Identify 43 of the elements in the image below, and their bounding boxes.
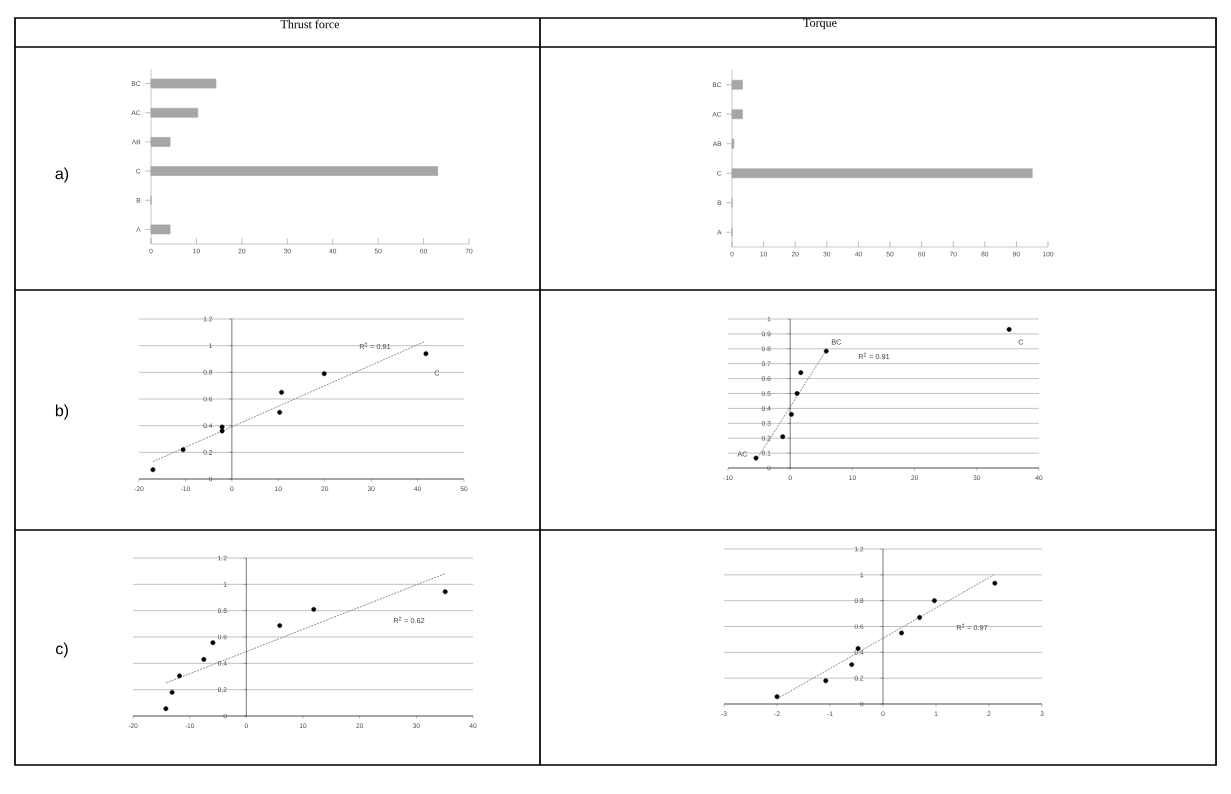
point bbox=[163, 706, 169, 712]
bar bbox=[731, 109, 743, 120]
bar bbox=[150, 78, 217, 89]
chart-title: Thrust force bbox=[280, 19, 340, 29]
point bbox=[899, 630, 904, 636]
point bbox=[201, 656, 207, 662]
point bbox=[780, 434, 786, 440]
bar bbox=[731, 168, 1033, 179]
text: a) bbox=[55, 167, 69, 183]
point bbox=[774, 694, 780, 700]
point bbox=[279, 389, 284, 395]
point bbox=[917, 615, 922, 620]
point bbox=[277, 623, 283, 628]
point bbox=[177, 673, 182, 679]
point bbox=[210, 640, 216, 646]
text: c) bbox=[56, 642, 68, 658]
bar bbox=[731, 79, 743, 90]
bar bbox=[150, 166, 438, 176]
chart-title: Torque bbox=[803, 18, 837, 30]
point bbox=[849, 662, 855, 668]
point bbox=[823, 348, 829, 354]
text: b) bbox=[55, 404, 69, 420]
point bbox=[823, 678, 829, 684]
point bbox=[794, 391, 800, 396]
point bbox=[150, 467, 156, 473]
bar bbox=[150, 224, 171, 235]
bar bbox=[150, 107, 199, 118]
point bbox=[169, 689, 175, 695]
point bbox=[277, 409, 283, 415]
point bbox=[992, 580, 998, 586]
point bbox=[1006, 327, 1012, 332]
point bbox=[423, 351, 429, 357]
point bbox=[442, 589, 448, 595]
point bbox=[180, 447, 186, 453]
bar bbox=[150, 137, 171, 147]
point bbox=[311, 606, 317, 612]
point bbox=[753, 455, 759, 461]
point bbox=[789, 411, 794, 417]
point bbox=[798, 370, 804, 376]
point bbox=[932, 598, 937, 604]
point bbox=[219, 428, 225, 434]
point bbox=[219, 424, 225, 430]
point bbox=[321, 371, 327, 377]
